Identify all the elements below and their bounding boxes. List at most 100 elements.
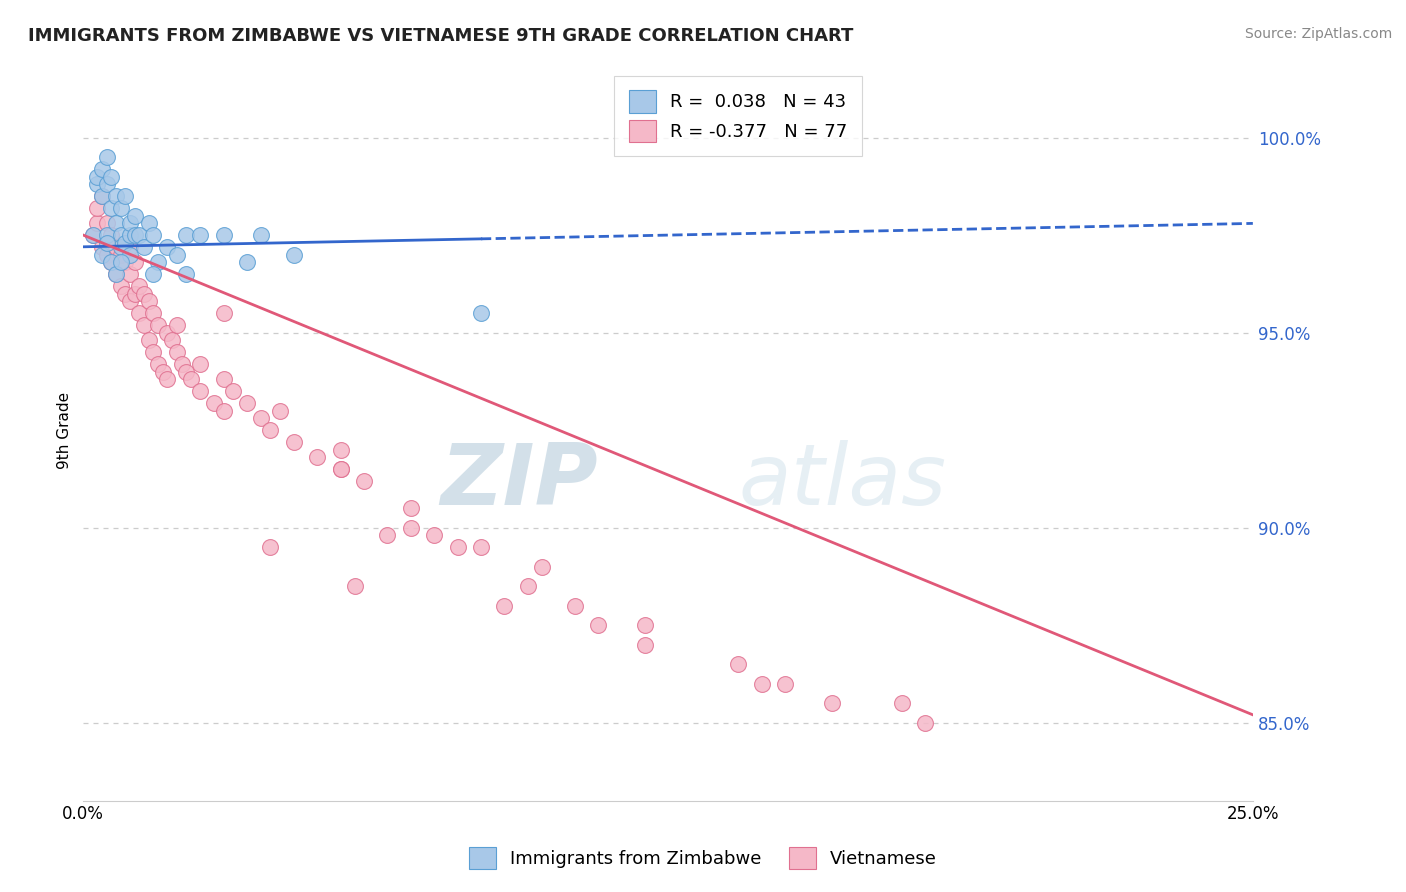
Point [399,520,422,534]
Point [114,286,136,301]
Point [188,228,211,243]
Point [166,345,188,359]
Point [120,216,142,230]
Point [377,528,399,542]
Point [399,501,422,516]
Point [329,462,352,476]
Point [353,474,375,488]
Point [156,240,179,254]
Point [110,247,132,261]
Point [114,189,136,203]
Point [166,318,188,332]
Point [100,255,122,269]
Point [188,357,211,371]
Point [212,372,235,386]
Point [120,247,142,261]
Point [86,216,108,230]
Point [494,599,516,613]
Legend: R =  0.038   N = 43, R = -0.377   N = 77: R = 0.038 N = 43, R = -0.377 N = 77 [614,76,862,156]
Point [160,334,183,348]
Point [138,334,160,348]
Point [152,365,174,379]
Point [120,240,142,254]
Point [146,357,169,371]
Point [236,396,259,410]
Point [86,178,108,192]
Point [110,278,132,293]
Point [751,676,773,690]
Point [470,306,492,320]
Point [914,715,936,730]
Point [132,240,155,254]
Point [174,228,197,243]
Text: atlas: atlas [738,441,946,524]
Point [96,150,118,164]
Point [86,169,108,184]
Point [259,423,281,437]
Point [180,372,202,386]
Point [530,559,553,574]
Point [96,235,118,250]
Point [128,228,150,243]
Point [634,638,657,652]
Point [96,216,118,230]
Point [120,228,142,243]
Point [170,357,193,371]
Point [188,384,211,398]
Text: Source: ZipAtlas.com: Source: ZipAtlas.com [1244,27,1392,41]
Point [82,228,104,243]
Point [891,696,914,710]
Point [142,306,165,320]
Point [105,189,128,203]
Point [91,240,114,254]
Point [82,228,104,243]
Point [142,228,165,243]
Point [142,267,165,281]
Point [516,579,538,593]
Point [307,450,329,465]
Legend: Immigrants from Zimbabwe, Vietnamese: Immigrants from Zimbabwe, Vietnamese [460,838,946,879]
Point [114,235,136,250]
Point [202,396,225,410]
Point [343,579,366,593]
Point [212,403,235,417]
Point [727,657,749,672]
Point [91,189,114,203]
Point [329,442,352,457]
Point [105,216,128,230]
Point [423,528,446,542]
Point [105,267,128,281]
Point [269,403,291,417]
Point [128,306,150,320]
Point [105,240,128,254]
Point [100,201,122,215]
Point [283,434,305,449]
Point [110,201,132,215]
Y-axis label: 9th Grade: 9th Grade [58,392,72,468]
Point [146,318,169,332]
Point [446,540,468,554]
Point [564,599,586,613]
Point [96,247,118,261]
Point [329,462,352,476]
Point [250,411,273,425]
Point [212,228,235,243]
Point [250,228,273,243]
Point [124,209,146,223]
Point [132,286,155,301]
Point [110,228,132,243]
Point [236,255,259,269]
Point [174,365,197,379]
Point [773,676,796,690]
Point [212,306,235,320]
Text: ZIP: ZIP [440,441,598,524]
Point [105,267,128,281]
Point [138,294,160,309]
Point [156,326,179,340]
Point [114,255,136,269]
Point [821,696,844,710]
Point [110,240,132,254]
Point [283,247,305,261]
Point [138,216,160,230]
Point [120,267,142,281]
